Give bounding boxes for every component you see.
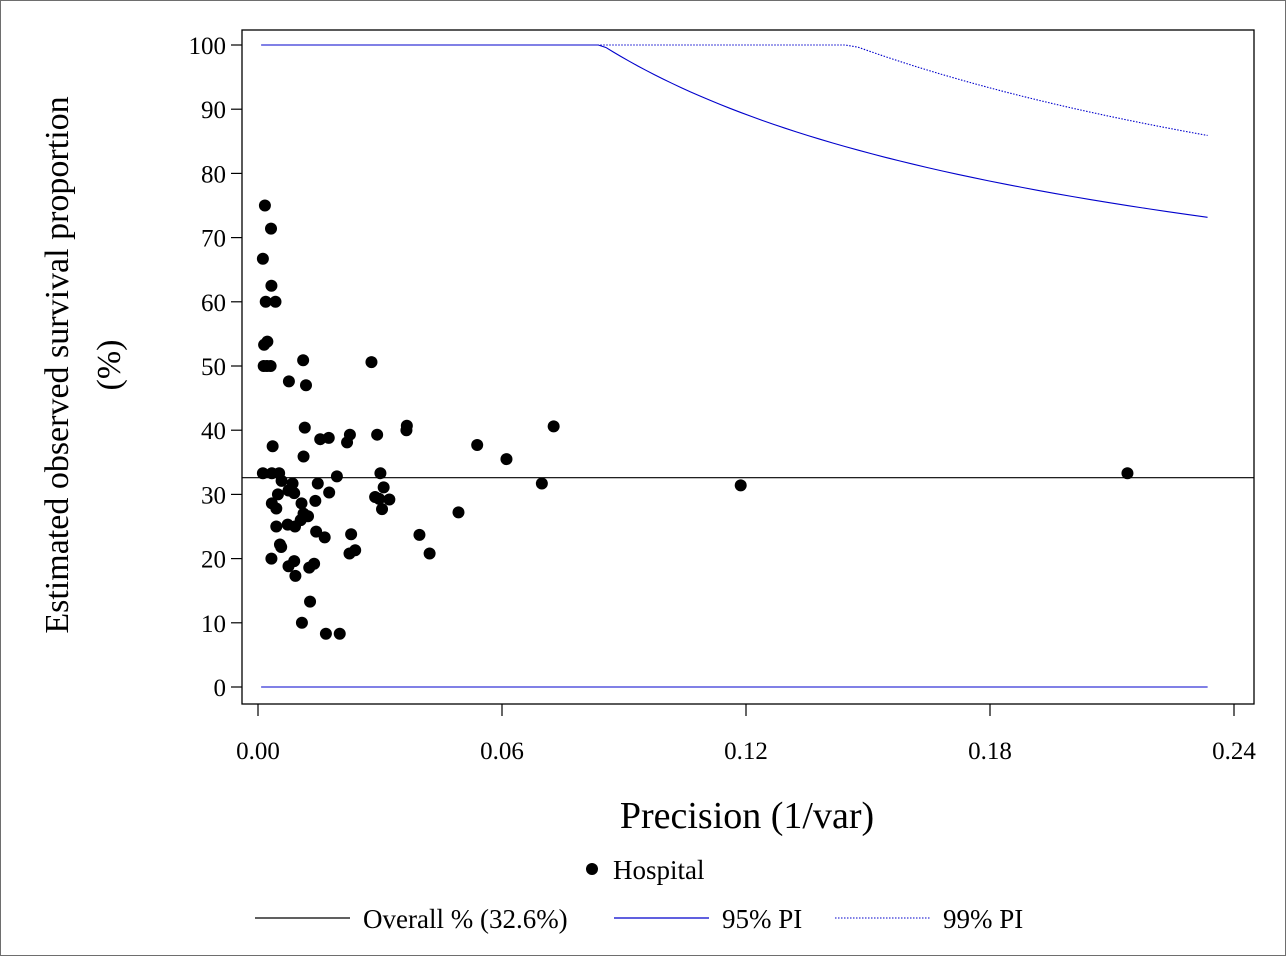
hospital-point [500, 453, 513, 466]
hospital-point [377, 481, 390, 494]
hospital-point [259, 295, 272, 308]
hospital-point [374, 467, 387, 480]
legend-95pi-label: 95% PI [722, 904, 802, 934]
hospital-point [299, 379, 312, 392]
hospital-point [471, 438, 484, 451]
x-tick-label: 0.00 [236, 738, 280, 765]
plot-border [241, 29, 1255, 705]
hospital-point [343, 428, 356, 441]
hospital-point [371, 428, 384, 441]
x-tick-label: 0.24 [1212, 738, 1256, 765]
hospital-point [376, 503, 389, 516]
hospital-point [304, 595, 317, 608]
y-tick-label: 60 [201, 290, 226, 317]
hospital-point [311, 477, 324, 490]
95pi-upper-limit [261, 44, 1208, 218]
legend-overall-label: Overall % (32.6%) [363, 904, 568, 934]
hospital-point [318, 531, 331, 544]
legend: Hospital Overall % (32.6%) 95% PI 99% PI [255, 855, 1023, 934]
y-axis-title-line-1: Estimated observed survival proportion [39, 96, 76, 633]
legend-99pi-label: 99% PI [943, 904, 1023, 934]
y-axis-title-line-2: (%) [91, 340, 128, 391]
hospital-point [289, 520, 302, 533]
hospital-point [734, 479, 747, 492]
y-tick-label: 0 [214, 675, 227, 702]
hospital-point [275, 474, 288, 487]
y-axis-title: Estimated observed survival proportion (… [39, 96, 128, 633]
hospital-point [308, 557, 321, 570]
x-tick-label: 0.12 [724, 738, 768, 765]
hospital-point [373, 492, 386, 505]
hospital-point [1121, 467, 1134, 480]
hospital-point [256, 467, 269, 480]
hospital-point [333, 627, 346, 640]
99pi-upper-limit [261, 44, 1208, 137]
hospital-point [383, 493, 396, 506]
hospital-point [269, 295, 282, 308]
hospital-point [275, 541, 288, 554]
hospital-point [413, 528, 426, 541]
y-tick-label: 10 [201, 611, 226, 638]
hospital-point [423, 547, 436, 560]
hospital-point [271, 488, 284, 501]
hospital-point [265, 222, 278, 235]
legend-hospital-marker [586, 863, 598, 875]
hospital-point [400, 424, 413, 437]
hospital-point [265, 552, 278, 565]
x-tick-label: 0.06 [480, 738, 524, 765]
hospital-point [270, 502, 283, 515]
hospital-point [288, 487, 301, 500]
y-tick-label: 50 [201, 354, 226, 381]
hospital-point [258, 199, 271, 212]
hospital-point [547, 420, 560, 433]
plot-area [241, 29, 1255, 705]
x-axis: 0.00 0.06 0.12 0.18 0.24 [236, 704, 1256, 765]
hospital-point [310, 525, 323, 538]
hospital-point [330, 470, 343, 483]
y-tick-label: 30 [201, 482, 226, 509]
hospital-point [349, 544, 362, 557]
y-tick-label: 80 [201, 161, 226, 188]
control-limit-curves [261, 44, 1208, 688]
hospital-point [297, 450, 310, 463]
y-tick-label: 70 [201, 226, 226, 253]
hospital-point [319, 627, 332, 640]
hospital-point [282, 375, 295, 388]
hospital-point [264, 360, 277, 372]
hospital-point [345, 528, 358, 541]
hospital-point [266, 440, 279, 453]
hospital-point [270, 520, 283, 533]
hospital-point [295, 616, 308, 629]
x-tick-label: 0.18 [968, 738, 1012, 765]
y-tick-label: 90 [201, 97, 226, 124]
hospital-point [258, 338, 271, 351]
hospital-point [298, 421, 311, 434]
hospital-points [256, 199, 1134, 640]
hospital-point [535, 477, 548, 490]
hospital-point [323, 486, 336, 499]
x-axis-title: Precision (1/var) [620, 795, 874, 837]
hospital-point [265, 279, 278, 292]
hospital-point [297, 354, 310, 367]
y-axis: 0 10 20 30 40 50 60 70 80 90 100 [189, 33, 242, 702]
hospital-point [309, 494, 322, 507]
y-tick-label: 40 [201, 418, 226, 445]
hospital-point [452, 506, 465, 519]
y-tick-label: 20 [201, 547, 226, 574]
hospital-point [365, 356, 378, 369]
hospital-point [295, 497, 308, 510]
hospital-point [322, 431, 335, 444]
hospital-point [256, 252, 269, 265]
legend-hospital-label: Hospital [613, 855, 705, 885]
y-tick-label: 100 [189, 33, 227, 60]
hospital-point [289, 569, 302, 582]
hospital-point [282, 560, 295, 573]
